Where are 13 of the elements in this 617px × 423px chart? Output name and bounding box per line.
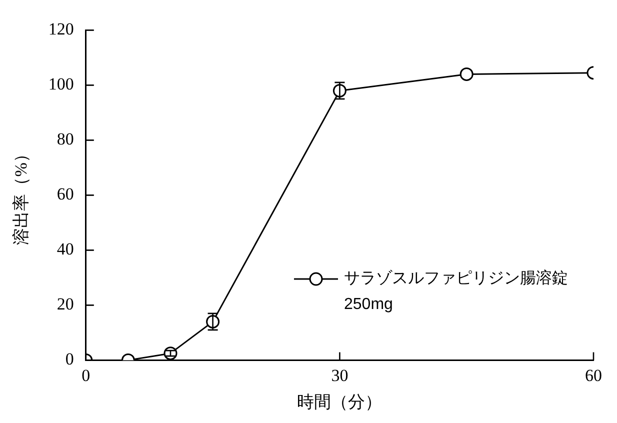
legend-label: サラゾスルファピリジン腸溶錠 250mg bbox=[344, 268, 568, 315]
y-tick-label: 40 bbox=[56, 240, 74, 259]
x-tick-label: 30 bbox=[331, 366, 348, 385]
y-axis-title: 溶出率（%） bbox=[12, 146, 31, 245]
x-tick-label: 0 bbox=[82, 366, 90, 385]
y-tick-label: 0 bbox=[65, 350, 74, 369]
y-tick-label: 120 bbox=[48, 20, 74, 39]
y-tick-label: 20 bbox=[56, 294, 74, 314]
y-tick-label: 60 bbox=[56, 184, 74, 204]
x-axis-title: 時間（分） bbox=[297, 392, 382, 412]
y-tick-label: 80 bbox=[56, 130, 74, 149]
y-tick-label: 100 bbox=[48, 74, 74, 94]
x-tick-label: 60 bbox=[585, 366, 602, 385]
